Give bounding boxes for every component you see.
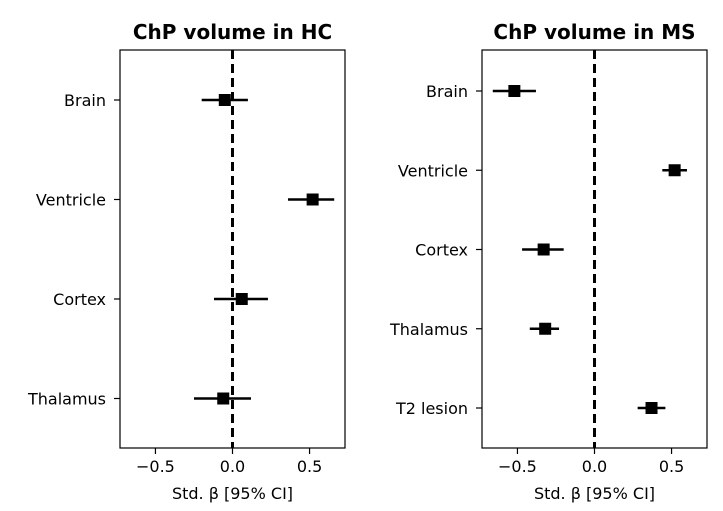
- x-axis-label: Std. β [95% CI]: [534, 484, 655, 503]
- point-estimate-ventricle: [668, 164, 681, 177]
- point-estimate-thalamus: [539, 322, 552, 335]
- x-tick-label: 0.0: [582, 457, 607, 476]
- y-tick-label: Brain: [426, 82, 468, 101]
- x-tick-label: 0.5: [297, 457, 322, 476]
- x-tick-label: 0.5: [659, 457, 684, 476]
- x-tick-label: −0.5: [498, 457, 537, 476]
- y-tick-label: Cortex: [53, 290, 106, 309]
- point-estimate-brain: [508, 85, 521, 97]
- point-estimate-t2-lesion: [645, 402, 658, 414]
- y-tick-label: T2 lesion: [395, 399, 468, 418]
- y-tick-label: Thalamus: [389, 320, 468, 339]
- x-tick-label: 0.0: [220, 457, 245, 476]
- y-tick-label: Ventricle: [36, 191, 106, 210]
- y-tick-label: Thalamus: [27, 390, 106, 409]
- y-tick-label: Cortex: [415, 241, 468, 260]
- x-tick-label: −0.5: [136, 457, 175, 476]
- panel-title: ChP volume in MS: [493, 20, 695, 44]
- y-tick-label: Brain: [64, 91, 106, 110]
- point-estimate-brain: [218, 94, 231, 106]
- point-estimate-cortex: [537, 243, 550, 256]
- y-tick-label: Ventricle: [398, 161, 468, 180]
- point-estimate-cortex: [235, 293, 248, 305]
- point-estimate-thalamus: [217, 392, 230, 405]
- x-axis-label: Std. β [95% CI]: [172, 484, 293, 503]
- point-estimate-ventricle: [306, 193, 319, 206]
- panel-title: ChP volume in HC: [133, 20, 332, 44]
